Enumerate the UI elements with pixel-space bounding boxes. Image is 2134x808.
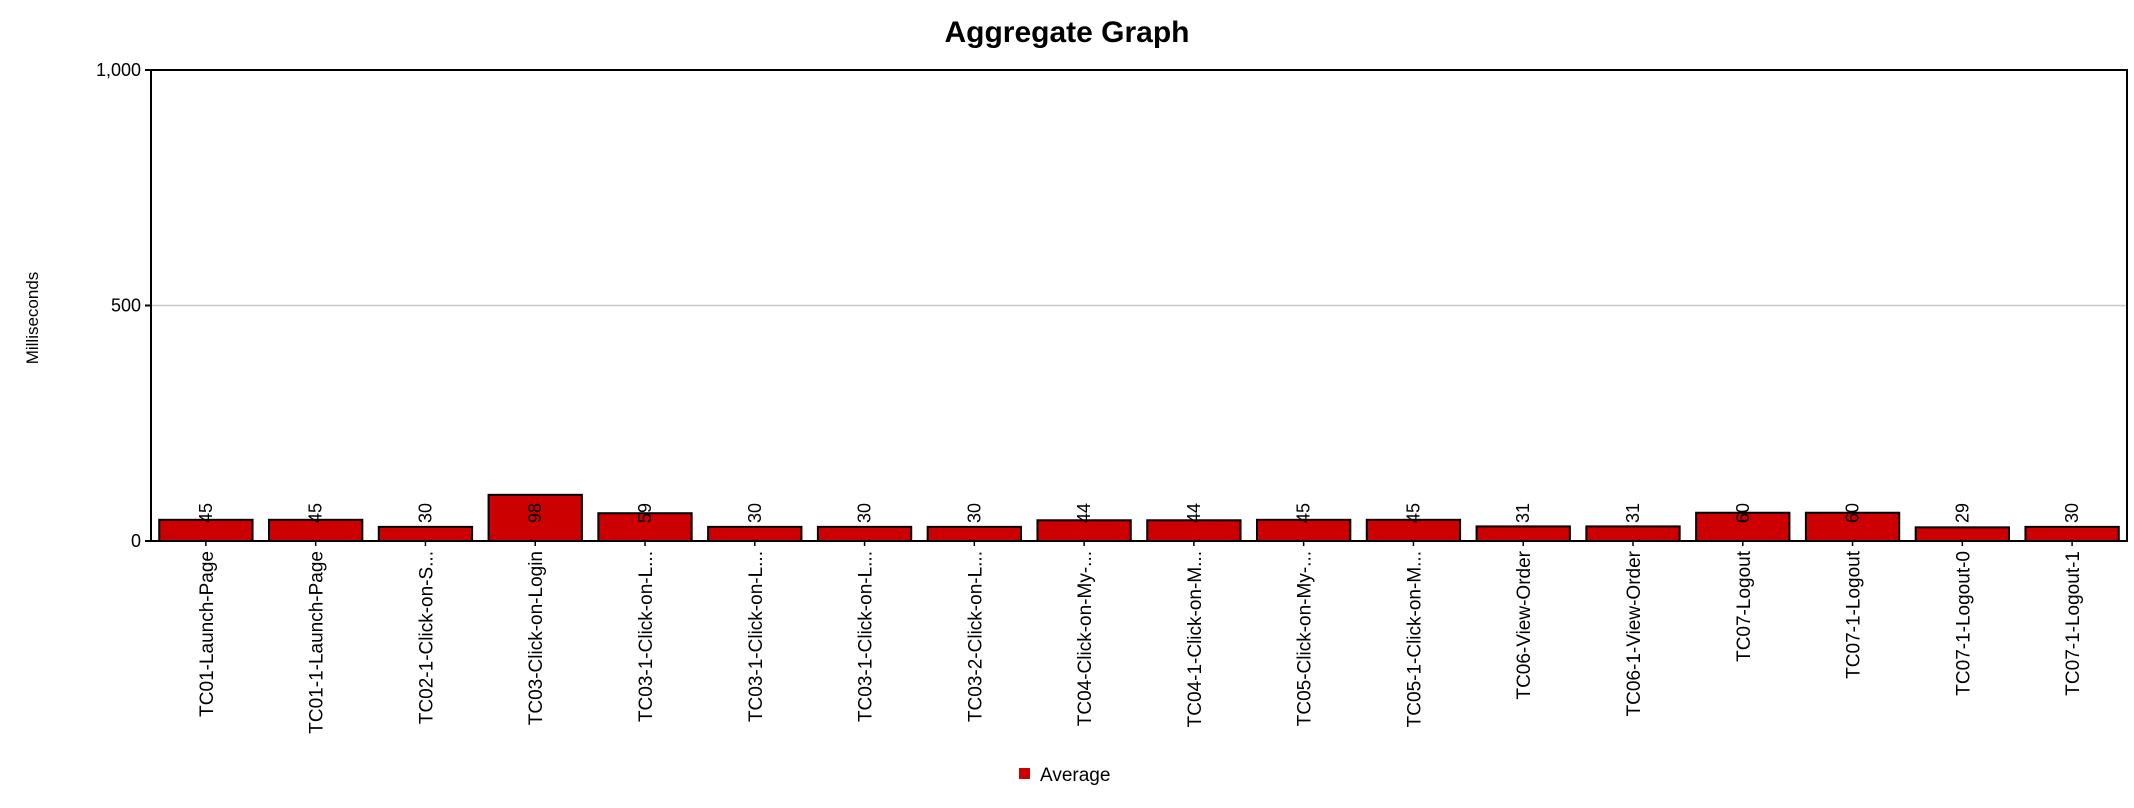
x-category-label: TC03-1-Click-on-L...: [636, 551, 657, 722]
x-category-label: TC03-2-Click-on-L...: [965, 551, 986, 722]
data-label: 59: [635, 503, 655, 523]
chart-title: Aggregate Graph: [944, 16, 1189, 49]
plot-frame: [150, 69, 2128, 542]
x-category-label: TC02-1-Click-on-S...: [416, 551, 437, 724]
data-label: 31: [1513, 503, 1533, 523]
data-label: 45: [196, 503, 216, 523]
bar: [1804, 511, 1901, 542]
x-category-label: TC03-1-Click-on-L...: [746, 551, 767, 722]
bars: 45 45 30 98 59 30 30 30 44 44 45 45 31 31 60 60 29 30: [158, 493, 2120, 543]
bar: [926, 525, 1022, 542]
data-label: 30: [2062, 503, 2082, 523]
y-tick-label: 0: [131, 531, 141, 551]
bar: [377, 525, 474, 542]
data-label: 60: [1733, 503, 1753, 523]
x-category-label: TC07-1-Logout-1: [2063, 551, 2084, 696]
legend: Average: [1019, 765, 1110, 786]
bar: [707, 525, 803, 542]
bar: [1914, 526, 2010, 543]
x-category-label: TC07-1-Logout: [1844, 550, 1865, 679]
x-category-label: TC03-1-Click-on-L...: [856, 551, 877, 722]
data-label: 60: [1843, 503, 1863, 523]
data-label: 44: [1074, 503, 1094, 523]
x-category-label: TC04-1-Click-on-M...: [1185, 551, 1206, 727]
x-category-label: TC03-Click-on-Login: [526, 551, 547, 725]
x-category-label: TC07-Logout: [1734, 550, 1755, 662]
y-tick-label: 1,000: [96, 60, 141, 80]
data-label: 44: [1184, 503, 1204, 523]
data-label: 30: [415, 503, 435, 523]
data-label: 30: [745, 503, 765, 523]
y-axis-ticks: 0 500 1,000: [96, 60, 151, 551]
data-label: 31: [1623, 503, 1643, 523]
data-label: 45: [1294, 503, 1314, 523]
x-axis-category-labels: TC01-Launch-Page TC01-1-Launch-Page TC02-1…: [197, 541, 2084, 734]
data-label: 29: [1952, 503, 1972, 523]
legend-swatch-average: [1019, 768, 1030, 779]
bar: [1585, 525, 1681, 542]
bar: [816, 525, 913, 542]
y-axis-title: Milliseconds: [23, 272, 42, 365]
data-label: 45: [1403, 503, 1423, 523]
data-label: 30: [855, 503, 875, 523]
data-label: 30: [964, 503, 984, 523]
x-category-label: TC05-1-Click-on-M...: [1404, 551, 1425, 727]
data-label: 45: [306, 503, 326, 523]
data-label: 98: [525, 503, 545, 523]
x-category-label: TC06-1-View-Order: [1624, 550, 1645, 716]
bar: [1475, 525, 1571, 542]
bar: [2024, 525, 2120, 542]
x-category-label: TC05-Click-on-My-...: [1295, 551, 1316, 726]
x-category-label: TC04-Click-on-My-...: [1075, 551, 1096, 726]
x-category-label: TC01-Launch-Page: [197, 551, 218, 717]
y-tick-label: 500: [111, 296, 141, 316]
x-category-label: TC01-1-Launch-Page: [307, 551, 328, 734]
bar: [597, 512, 693, 542]
x-category-label: TC07-1-Logout-0: [1953, 551, 1974, 696]
x-category-label: TC06-View-Order: [1514, 550, 1535, 699]
bar: [1695, 511, 1791, 542]
legend-label-average: Average: [1040, 765, 1110, 786]
